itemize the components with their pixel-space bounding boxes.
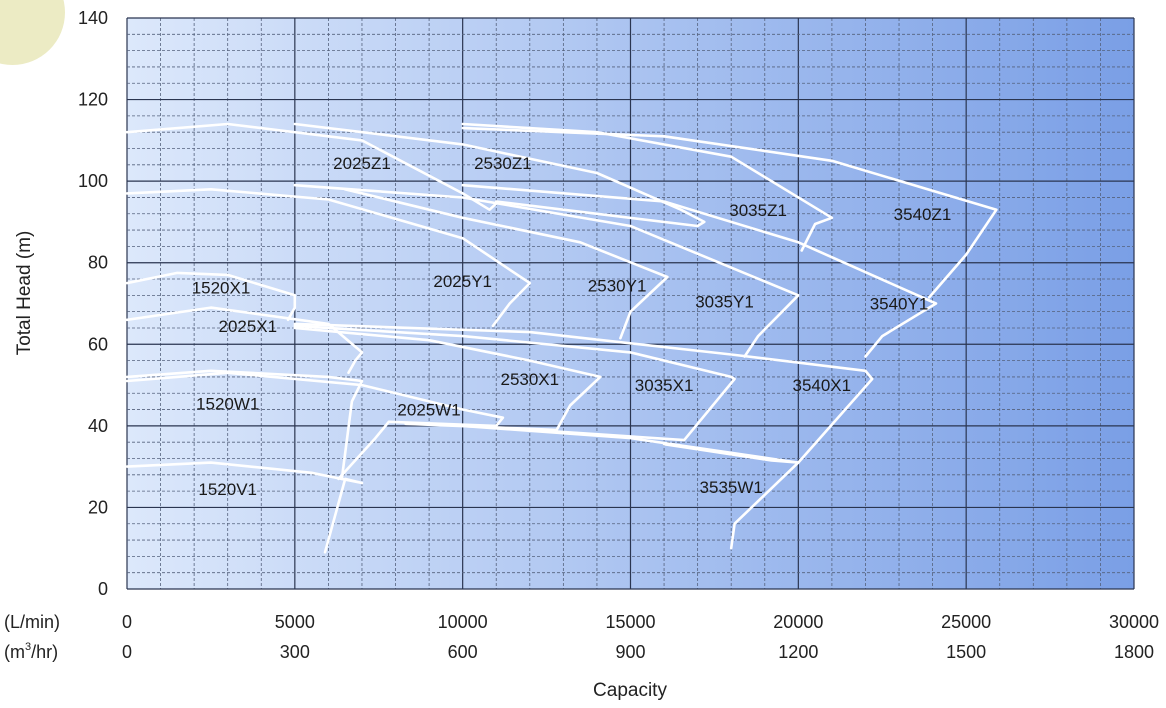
curve-3035y1 <box>293 183 800 358</box>
y-tick-label: 0 <box>98 579 108 599</box>
x-tick-label-lpm: 30000 <box>1109 612 1159 632</box>
y-tick-label: 20 <box>88 497 108 517</box>
curve-3035z1 <box>461 122 834 252</box>
x-tick-label-m3hr: 1800 <box>1114 642 1154 662</box>
x-unit-label-lpm: (L/min) <box>4 612 60 632</box>
y-tick-label: 60 <box>88 334 108 354</box>
curve-1520x1 <box>125 271 297 322</box>
curves <box>125 122 998 554</box>
curve-label-1520x1: 1520X1 <box>192 278 251 297</box>
x-tick-label-lpm: 0 <box>122 612 132 632</box>
curve-label-2530x1: 2530X1 <box>500 370 559 389</box>
x-tick-label-lpm: 10000 <box>438 612 488 632</box>
curve-label-3535w1: 3535W1 <box>700 478 763 497</box>
y-tick-label: 80 <box>88 253 108 273</box>
x-tick-label-m3hr: 1500 <box>946 642 986 662</box>
curve-3535w1 <box>461 424 800 550</box>
x-tick-label-lpm: 25000 <box>941 612 991 632</box>
curve-label-2530z1: 2530Z1 <box>474 154 532 173</box>
x-tick-label-lpm: 5000 <box>275 612 315 632</box>
curve-label-2530y1: 2530Y1 <box>588 276 647 295</box>
curve-2530x1 <box>293 326 602 432</box>
x-unit-label-m3hr: (m3/hr) <box>4 641 58 662</box>
curve-1520v1 <box>125 461 364 554</box>
curve-labels: 1520V1 1520W1 1520X1 2025W1 2025X1 2025Y1 2025… <box>192 154 952 499</box>
curve-label-3540y1: 3540Y1 <box>870 295 929 314</box>
x-tick-label-lpm: 20000 <box>773 612 823 632</box>
curve-label-3035z1: 3035Z1 <box>729 201 787 220</box>
x-tick-label-m3hr: 600 <box>448 642 478 662</box>
curve-label-1520v1: 1520V1 <box>198 480 257 499</box>
y-tick-label: 100 <box>78 171 108 191</box>
x-tick-label-m3hr: 900 <box>615 642 645 662</box>
x-axis-title: Capacity <box>593 680 667 701</box>
curve-2025y1 <box>125 188 532 328</box>
curve-1520w1 <box>125 369 364 481</box>
curve-label-1520w1: 1520W1 <box>196 395 259 414</box>
curve-2025z1 <box>125 122 498 211</box>
curve-2025x1 <box>125 306 364 375</box>
curve-label-2025z1: 2025Z1 <box>333 154 391 173</box>
curve-label-3035x1: 3035X1 <box>635 376 694 395</box>
curve-2530y1 <box>343 188 669 340</box>
y-axis-title: Total Head (m) <box>14 231 35 356</box>
curve-label-2025w1: 2025W1 <box>397 401 460 420</box>
curve-3540x1 <box>293 322 874 464</box>
y-tick-label: 120 <box>78 90 108 110</box>
curve-label-2025y1: 2025Y1 <box>433 272 492 291</box>
curve-3540y1 <box>461 183 938 358</box>
x-tick-label-m3hr: 300 <box>280 642 310 662</box>
curve-2530z1 <box>293 122 706 228</box>
curve-label-3540x1: 3540X1 <box>792 376 851 395</box>
x-tick-label-m3hr: 1200 <box>778 642 818 662</box>
curve-label-3035y1: 3035Y1 <box>695 293 754 312</box>
x-tick-label-lpm: 15000 <box>605 612 655 632</box>
curve-3035x1 <box>293 324 736 442</box>
curve-2025v1-w1 <box>125 371 505 481</box>
y-tick-label: 140 <box>78 8 108 28</box>
y-tick-label: 40 <box>88 416 108 436</box>
curve-3540z1 <box>461 126 998 299</box>
curve-label-2025x1: 2025X1 <box>218 317 277 336</box>
curve-label-3540z1: 3540Z1 <box>894 205 952 224</box>
x-tick-label-m3hr: 0 <box>122 642 132 662</box>
